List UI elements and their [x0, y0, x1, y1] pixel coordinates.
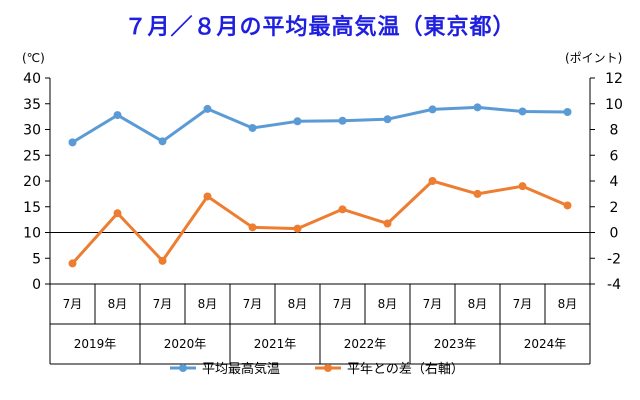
data-point — [383, 115, 392, 124]
legend-marker — [324, 364, 332, 372]
right-tick-label: 10 — [605, 97, 623, 113]
category-label: 7月 — [513, 297, 533, 311]
series-1 — [68, 103, 572, 147]
data-point — [563, 201, 572, 210]
left-axis-ticks: 0 5 10 15 20 25 30 35 40 — [23, 71, 50, 293]
right-tick-label: -4 — [607, 277, 621, 293]
data-point — [68, 259, 77, 268]
legend-marker — [179, 364, 187, 372]
category-label: 8月 — [378, 297, 398, 311]
series-2 — [68, 177, 572, 268]
year-label: 2021年 — [254, 337, 297, 351]
legend-label: 平年との差（右軸） — [347, 362, 464, 377]
data-point — [338, 116, 347, 125]
data-point — [338, 205, 347, 214]
left-tick-label: 5 — [32, 251, 41, 267]
category-label: 7月 — [243, 297, 263, 311]
left-tick-label: 40 — [23, 71, 41, 87]
data-point — [383, 219, 392, 228]
year-label: 2024年 — [524, 337, 567, 351]
category-label: 7月 — [333, 297, 353, 311]
year-label: 2019年 — [74, 337, 117, 351]
category-label: 8月 — [198, 297, 218, 311]
data-point — [518, 182, 527, 191]
category-label: 8月 — [288, 297, 308, 311]
category-label: 8月 — [468, 297, 488, 311]
data-point — [68, 138, 77, 147]
year-label: 2022年 — [344, 337, 387, 351]
data-point — [203, 104, 212, 113]
right-tick-label: -2 — [607, 251, 621, 267]
data-point — [203, 192, 212, 201]
right-tick-label: 6 — [610, 148, 619, 164]
data-point — [248, 223, 257, 232]
right-tick-label: 12 — [605, 71, 623, 87]
legend-label: 平均最高気温 — [202, 361, 280, 377]
year-label: 2023年 — [434, 337, 477, 351]
left-axis-unit-label: (℃) — [22, 51, 45, 65]
data-point — [563, 107, 572, 116]
data-point — [473, 189, 482, 198]
right-axis-unit-label: (ポイント) — [565, 51, 622, 65]
data-point — [518, 107, 527, 116]
right-tick-label: 2 — [610, 200, 619, 216]
right-axis-ticks: -4 -2 0 2 4 6 8 10 12 — [590, 71, 623, 293]
category-label: 8月 — [108, 297, 128, 311]
data-point — [158, 137, 167, 146]
series-line — [71, 105, 568, 144]
left-tick-label: 0 — [32, 277, 41, 293]
year-label: 2020年 — [164, 337, 207, 351]
left-tick-label: 20 — [23, 174, 41, 190]
data-point — [293, 224, 302, 233]
left-tick-label: 15 — [23, 200, 41, 216]
right-tick-label: 8 — [610, 123, 619, 139]
legend: 平均最高気温 平年との差（右軸） — [170, 361, 464, 377]
data-point — [473, 103, 482, 112]
data-point — [248, 123, 257, 132]
category-label: 7月 — [63, 297, 83, 311]
data-point — [113, 111, 122, 120]
category-label: 7月 — [423, 297, 443, 311]
data-point — [158, 256, 167, 265]
series-line — [71, 179, 569, 265]
category-label: 7月 — [153, 297, 173, 311]
right-tick-label: 4 — [610, 174, 619, 190]
right-tick-label: 0 — [610, 226, 619, 242]
left-tick-label: 35 — [23, 97, 41, 113]
left-tick-label: 30 — [23, 123, 41, 139]
left-tick-label: 25 — [23, 148, 41, 164]
data-point — [428, 105, 437, 114]
category-labels: 7月 8月 7月 8月 7月 8月 7月 8月 7月 8月 7月 8月 2019年 2020年 2021年 2… — [63, 297, 578, 351]
data-point — [428, 177, 437, 185]
data-point — [293, 117, 302, 126]
chart-title: ７月／８月の平均最高気温（東京都） — [124, 14, 515, 40]
left-tick-label: 10 — [23, 226, 41, 242]
category-label: 8月 — [558, 297, 578, 311]
series-group — [68, 103, 572, 268]
plot-frame — [49, 78, 591, 365]
data-point — [113, 209, 122, 218]
